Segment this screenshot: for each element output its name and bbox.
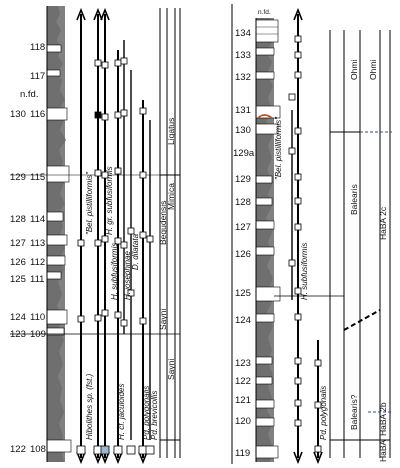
left-lithology-column [46,6,72,462]
zone-label: Begudensis [158,201,168,245]
zone-label: HaBA 2b [378,402,388,436]
taxon-label: "Bel. pistilliformis" [274,116,283,180]
zone-label: HaBA [378,439,388,462]
left-zone-labels: Ligatus Begudensis Mimica Sayni Sayni [158,118,176,380]
right-nfd-label: n.fd. [258,9,271,16]
taxon-label: H. josephinae [123,251,132,300]
bed-label: 124 [10,312,26,323]
bed-label: 127 [10,238,26,249]
taxon-label: D. dilatata [131,233,140,270]
bed-label: 129 [10,172,26,183]
taxon-label: "Bel. pistilliformis" [85,171,94,235]
left-occurrence-markers [76,57,155,455]
bed-label: 129 [235,174,251,185]
zone-label: Ohmi [368,60,378,80]
right-occurrence-markers [288,35,322,453]
bed-label: 112 [30,257,45,268]
bed-label: 121 [235,395,251,406]
bed-label: 122 [10,444,26,455]
bed-label: 130 [10,109,26,120]
bed-label: 116 [30,109,45,120]
taxon-label: Hibolithes sp. (fst.) [85,373,94,440]
left-taxon-labels: Hibolithes sp. (fst.) "Bel. pistilliform… [85,166,159,440]
bed-label: 132 [235,72,251,83]
right-lithology-column [255,18,281,462]
bed-label: 133 [235,50,251,61]
left-section: n.fd. 118 117 130 116 129 115 128 114 12… [10,6,181,465]
bed-label: 130 [235,125,251,136]
bed-label: 131 [235,105,251,116]
taxon-label: Pd. polygonalis [319,386,328,440]
zone-label: HaBA 2c [378,206,388,240]
right-taxon-labels: "Bel. pistilliformis" H. subfusiformis P… [274,116,328,440]
zone-label: Balearis? [349,394,359,430]
bed-label: 128 [10,214,26,225]
right-section: n.fd. 134 133 [233,7,392,465]
zone-label: Sayni [166,359,176,380]
taxon-label: H. cf. jaculoides [117,384,126,440]
bed-label: 120 [235,416,251,427]
taxon-label: H. gr. subfusiformis [105,166,114,235]
bed-label: 123 [10,329,26,340]
bed-label: 124 [235,315,251,326]
bed-label: 108 [30,444,46,455]
right-bed-labels: 134 133 132 131 130 129a 129 128 127 126… [233,28,255,459]
left-bed-labels: 118 117 130 116 129 115 128 114 127 113 … [10,42,46,455]
bed-label: 126 [10,257,26,268]
bed-label: 113 [30,238,45,249]
bed-label: 125 [235,288,251,299]
bed-label: 115 [30,172,45,183]
bed-label: 118 [30,42,45,53]
bed-label: 125 [10,274,26,285]
taxon-label: H. subfusiformis [300,243,309,300]
taxon-label: H. subfusiformis [110,243,119,300]
bed-label: 111 [30,274,44,285]
zone-label: Balearis [349,184,359,215]
zone-label: Ohmi [349,60,359,80]
bed-label: 126 [235,249,251,260]
zone-label: Mimica [166,183,176,210]
taxon-label: Pd. brevicollis [150,391,159,440]
bed-label: 127 [235,222,251,233]
zone-label: Ligatus [166,118,176,145]
bed-label: 109 [30,329,46,340]
bed-label: 110 [30,312,45,323]
bed-label: 114 [30,214,45,225]
bed-label: 119 [235,448,250,459]
bed-label: 123 [235,358,251,369]
taxon-label: Pd. polygonalis [142,386,151,440]
bed-label: 128 [235,197,251,208]
right-zone-labels: Ohmi Ohmi Balearis HaBA 2c Balearis? HaB… [349,60,388,462]
bed-label: 129a [233,148,255,159]
left-nfd-label: n.fd. [20,89,39,100]
bed-label: 122 [235,376,251,387]
bed-label: 134 [235,28,251,39]
bed-label: 117 [30,71,45,82]
zone-label: Sayni [158,309,168,330]
